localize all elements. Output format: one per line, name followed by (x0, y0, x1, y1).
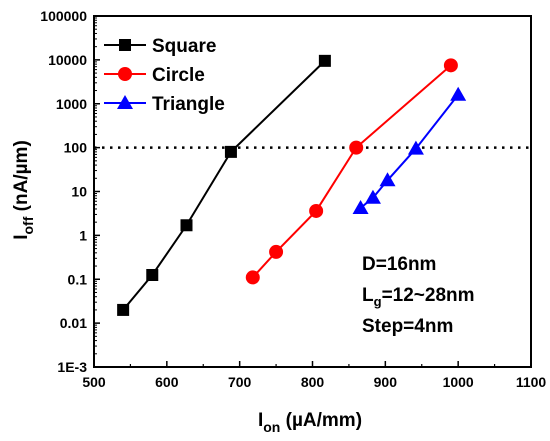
data-point-square (117, 303, 130, 316)
legend: Square Circle Triangle (104, 36, 225, 115)
axis-layer: 500 600 700 800 900 1000 1100 1E-3 0.01 0.1 1 10 100… (40, 8, 546, 390)
annotation-gate-length: Lg=12~28nm (362, 285, 475, 309)
data-point-triangle (364, 189, 381, 204)
legend-marker-circle (118, 67, 132, 81)
annotation-diameter: D=16nm (362, 254, 436, 275)
data-point-triangle (379, 172, 396, 187)
y-tick-label: 1E-3 (57, 359, 87, 375)
data-point-triangle (450, 86, 467, 101)
data-point-square (318, 54, 331, 67)
parameter-annotations: D=16nm Lg=12~28nm Step=4nm (362, 254, 475, 337)
series-line-circle (252, 64, 452, 279)
y-tick-label: 10 (71, 184, 87, 200)
data-point-circle (269, 244, 284, 259)
data-point-circle (245, 270, 260, 285)
x-tick-label: 800 (301, 374, 325, 390)
series-line-triangle (359, 94, 459, 209)
data-point-circle (349, 140, 364, 155)
x-axis-title: Ion (µA/mm) (258, 410, 362, 435)
data-point-square (224, 145, 237, 158)
data-point-triangle (352, 200, 369, 215)
y-tick-label: 1 (79, 227, 87, 243)
legend-label-circle: Circle (152, 65, 205, 86)
data-point-square (180, 219, 193, 232)
y-tick-label: 10000 (48, 52, 87, 68)
x-tick-label: 700 (228, 374, 252, 390)
data-point-circle (309, 203, 324, 218)
y-tick-label: 1000 (56, 96, 87, 112)
annotation-step: Step=4nm (362, 316, 453, 337)
data-point-circle (443, 58, 458, 73)
x-tick-label: 500 (82, 374, 106, 390)
legend-marker-triangle (117, 95, 133, 109)
y-tick-label: 100000 (40, 8, 87, 24)
x-tick-label: 600 (155, 374, 179, 390)
legend-label-square: Square (152, 36, 216, 57)
series-layer (117, 54, 467, 316)
legend-marker-square (119, 39, 131, 51)
x-tick-label: 900 (374, 374, 398, 390)
y-tick-label: 0.01 (60, 315, 87, 331)
y-axis-title: Ioff (nA/µm) (11, 140, 36, 240)
legend-label-triangle: Triangle (152, 94, 225, 115)
y-tick-label: 0.1 (68, 271, 88, 287)
x-tick-label: 1100 (516, 374, 547, 390)
data-point-triangle (407, 140, 424, 155)
y-tick-label: 100 (64, 140, 88, 156)
data-point-square (146, 268, 159, 281)
x-tick-label: 1000 (443, 374, 474, 390)
